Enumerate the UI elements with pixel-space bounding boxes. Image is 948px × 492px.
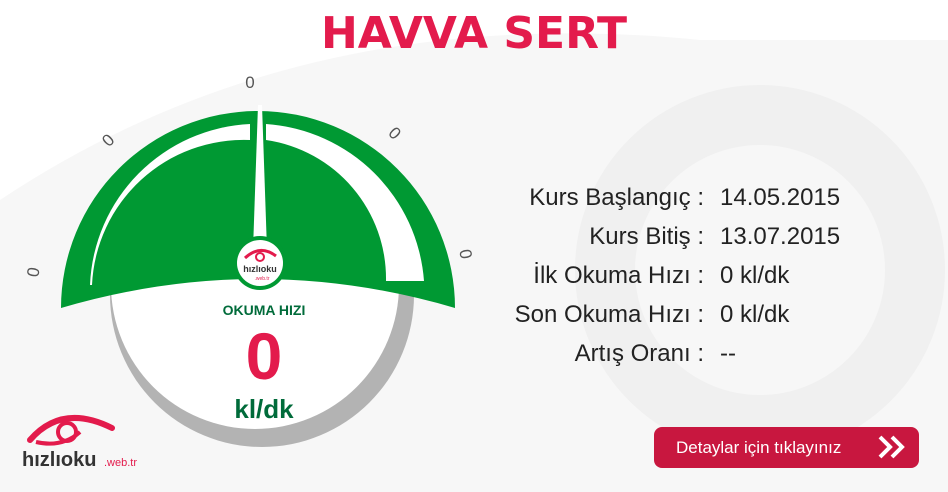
info-row: Kurs Başlangıç :14.05.2015	[529, 183, 841, 211]
scale-label: 0	[385, 123, 405, 143]
scale-label: 0	[455, 248, 475, 261]
course-info: Kurs Başlangıç :14.05.2015 Kurs Bitiş :1…	[480, 178, 841, 373]
page-title: HAVVA SERT	[320, 8, 628, 59]
gauge-needle	[253, 105, 267, 250]
svg-text:.web.tr: .web.tr	[254, 276, 269, 282]
speed-gauge: hızlıoku .web.tr 0 0 0 0 0	[23, 73, 476, 447]
details-button[interactable]: Detaylar için tıklayınız	[654, 427, 919, 468]
scale-label: 0	[98, 130, 118, 150]
svg-text:hızlıoku: hızlıoku	[243, 264, 277, 274]
details-button-label: Detaylar için tıklayınız	[676, 437, 842, 457]
double-chevron-right-icon	[878, 435, 905, 459]
info-row: Son Okuma Hızı :0 kl/dk	[514, 300, 790, 328]
info-row: Kurs Bitiş :13.07.2015	[589, 222, 841, 250]
gauge-value: 0	[245, 319, 283, 393]
scale-label: 0	[23, 266, 43, 279]
info-row: Artış Oranı : --	[574, 339, 736, 367]
svg-text:.web.tr: .web.tr	[104, 457, 137, 469]
gauge-band-right	[266, 124, 424, 281]
info-row: İlk Okuma Hızı :0 kl/dk	[533, 261, 790, 289]
svg-text:hızlıoku: hızlıoku	[22, 449, 96, 470]
gauge-band-left	[90, 124, 250, 285]
gauge-label: OKUMA HIZI	[222, 302, 306, 318]
hizlioku-logo: hızlıoku .web.tr	[22, 414, 137, 470]
gauge-unit: kl/dk	[234, 394, 294, 424]
scale-label: 0	[245, 73, 254, 92]
